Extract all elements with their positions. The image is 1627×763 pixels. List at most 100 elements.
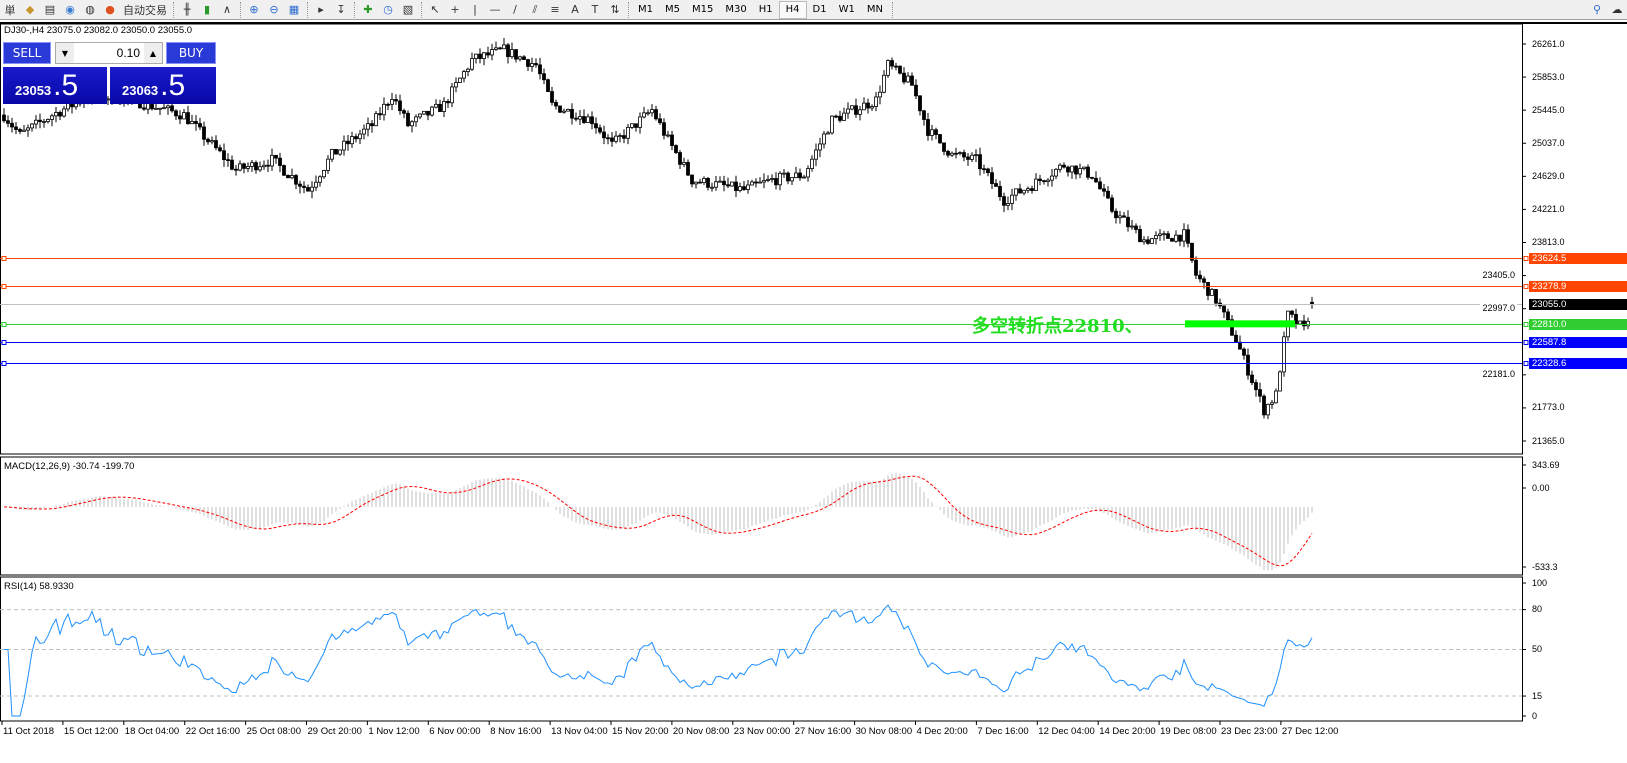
timeframe-h4[interactable]: H4 [778,0,807,19]
candle [766,175,770,183]
price-axis-label: 21365.0 [1532,435,1565,446]
line-handle[interactable] [1,361,7,366]
timeframe-m1[interactable]: M1 [638,4,653,15]
horizontal-line-icon[interactable]: — [489,3,501,16]
fibo-fan-icon[interactable]: ⫽ [532,2,538,16]
chart-window [0,22,1627,763]
timeframe-d1[interactable]: D1 [812,4,827,15]
fibo-retracement-icon[interactable]: ≡ [550,3,560,16]
timeframe-m30[interactable]: M30 [725,4,747,15]
timeframe-m15[interactable]: M15 [692,4,714,15]
sell-price-box[interactable]: 23053.5 [3,67,107,104]
menu-fragment[interactable]: 単 [4,3,16,17]
navigator-icon[interactable]: ◉ [65,3,75,16]
templates-icon[interactable]: ▧ [402,3,414,16]
candle [690,174,694,188]
candle [582,109,586,125]
chart-shift-icon[interactable]: ▸ [318,3,324,16]
periods-icon[interactable]: ◷ [383,3,393,16]
increase-lot-button[interactable]: ▲ [144,43,162,63]
pivot-annotation[interactable]: 多空转折点22810、 [972,315,1143,337]
lot-size-stepper[interactable]: ▼ 0.10 ▲ [55,42,163,64]
timeframe-m5[interactable]: M5 [665,4,680,15]
line-handle[interactable] [1523,340,1529,345]
candlestick-icon[interactable]: ▮ [203,3,211,16]
candle [1070,165,1074,179]
candle [918,95,922,116]
candle [1170,237,1174,242]
candle [1154,231,1158,245]
buy-button[interactable]: BUY [166,42,216,64]
candle [1110,194,1114,214]
candle [1158,229,1162,241]
candle [1290,310,1294,318]
autoscroll-icon[interactable]: ↧ [336,3,346,16]
candle [654,105,658,121]
candle [626,123,630,145]
line-handle[interactable] [1,256,7,261]
candle [270,148,274,171]
sell-button[interactable]: SELL [3,42,51,64]
crosshair-icon[interactable]: + [450,3,460,16]
lot-size-input[interactable]: 0.10 [116,46,140,60]
trendline-icon[interactable]: / [513,3,517,16]
market-icon[interactable]: ▤ [44,3,56,16]
signal-icon[interactable]: ◍ [85,3,95,16]
chat-icon[interactable]: ☁ [1611,3,1623,16]
line-handle[interactable] [1523,256,1529,261]
search-icon[interactable]: ⚲ [1592,3,1602,16]
line-handle[interactable] [1,322,7,327]
timeframe-w1[interactable]: W1 [838,4,855,15]
candle [1262,394,1266,419]
auto-trading-button[interactable]: 自动交易 [123,3,167,17]
candle [142,103,146,111]
price-tag: 22328.6 [1529,358,1627,369]
candle [6,115,10,128]
candle [1066,165,1070,177]
expert-advisor-icon[interactable]: ◆ [25,3,35,16]
candle [22,125,26,132]
line-chart-icon[interactable]: ∧ [222,3,232,16]
candle [1206,281,1210,301]
candle [622,129,626,144]
line-handle[interactable] [1,340,7,345]
pivot-marker[interactable] [1185,320,1295,328]
line-handle[interactable] [1523,284,1529,289]
zoom-out-icon[interactable]: ⊖ [269,3,279,16]
candle [454,77,458,93]
candle [374,111,378,127]
auto-trading-icon[interactable]: ● [105,3,115,16]
cursor-icon[interactable]: ↖ [430,3,440,16]
vertical-line-icon[interactable]: | [473,3,477,16]
arrows-icon[interactable]: ⇅ [610,3,620,16]
buy-price-big: .5 [160,69,186,102]
text-icon[interactable]: A [571,3,579,16]
candle [1246,348,1250,380]
rsi-pane [0,576,1523,722]
bar-chart-icon[interactable]: ╫ [183,3,191,16]
candle [530,57,534,72]
candle [562,108,566,114]
candle [1006,196,1010,211]
candle [438,99,442,112]
line-handle[interactable] [1523,361,1529,366]
candle [426,110,430,121]
tile-windows-icon[interactable]: ▦ [288,3,300,16]
candle [566,108,570,112]
candle [310,181,314,199]
zoom-in-icon[interactable]: ⊕ [249,3,259,16]
candle [754,178,758,188]
candle [222,143,226,167]
timeframe-h1[interactable]: H1 [758,4,773,15]
buy-price-box[interactable]: 23063.5 [110,67,216,104]
line-handle[interactable] [1,284,7,289]
add-indicator-icon[interactable]: ✚ [363,3,373,16]
line-handle[interactable] [1523,322,1529,327]
text-label-icon[interactable]: T [591,3,599,16]
timeframe-mn[interactable]: MN [866,4,883,15]
candle [194,115,198,131]
candle [1034,173,1038,191]
decrease-lot-button[interactable]: ▼ [56,43,74,63]
candle [950,151,954,157]
